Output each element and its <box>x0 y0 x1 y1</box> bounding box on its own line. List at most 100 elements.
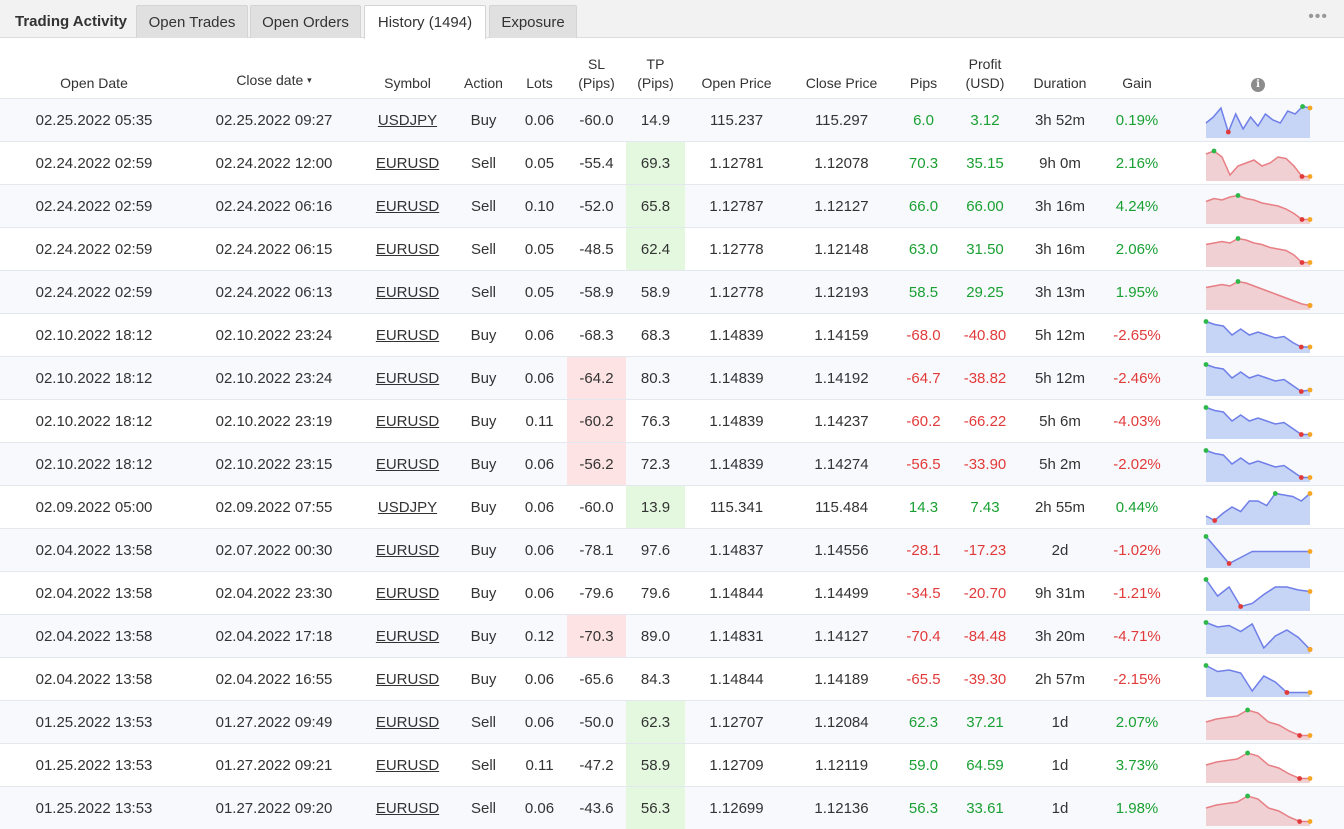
col-symbol[interactable]: Symbol <box>360 38 455 99</box>
symbol-link[interactable]: EURUSD <box>376 241 439 258</box>
symbol-link[interactable]: EURUSD <box>376 370 439 387</box>
close-point-marker <box>1308 690 1313 695</box>
open-date-cell: 02.09.2022 05:00 <box>0 486 188 529</box>
symbol-cell: USDJPY <box>360 99 455 142</box>
col-profit[interactable]: Profit(USD) <box>952 38 1018 99</box>
symbol-link[interactable]: EURUSD <box>376 671 439 688</box>
col-close-price[interactable]: Close Price <box>788 38 895 99</box>
tp-cell: 69.3 <box>626 142 685 185</box>
symbol-link[interactable]: EURUSD <box>376 456 439 473</box>
action-cell: Buy <box>455 400 512 443</box>
col-close-date[interactable]: Close date ▾ <box>188 38 360 99</box>
tab-open-trades[interactable]: Open Trades <box>136 5 248 38</box>
close-date-cell: 02.25.2022 09:27 <box>188 99 360 142</box>
symbol-link[interactable]: EURUSD <box>376 757 439 774</box>
trade-chart-cell <box>1172 787 1344 829</box>
col-sl[interactable]: SL(Pips) <box>567 38 626 99</box>
symbol-link[interactable]: EURUSD <box>376 155 439 172</box>
col-open-price[interactable]: Open Price <box>685 38 788 99</box>
tab-history[interactable]: History (1494) <box>364 5 486 39</box>
close-price-cell: 1.14237 <box>788 400 895 443</box>
symbol-cell: EURUSD <box>360 529 455 572</box>
symbol-link[interactable]: EURUSD <box>376 413 439 430</box>
symbol-link[interactable]: EURUSD <box>376 542 439 559</box>
lots-cell: 0.06 <box>512 529 567 572</box>
tp-cell: 97.6 <box>626 529 685 572</box>
symbol-link[interactable]: EURUSD <box>376 714 439 731</box>
close-date-cell: 02.07.2022 00:30 <box>188 529 360 572</box>
tab-exposure[interactable]: Exposure <box>489 5 577 38</box>
trade-sparkline <box>1203 532 1313 568</box>
symbol-link[interactable]: EURUSD <box>376 585 439 602</box>
col-duration[interactable]: Duration <box>1018 38 1102 99</box>
trade-sparkline <box>1203 661 1313 697</box>
trade-sparkline <box>1203 403 1313 439</box>
low-point-marker <box>1212 518 1217 523</box>
col-tp[interactable]: TP(Pips) <box>626 38 685 99</box>
tp-cell: 13.9 <box>626 486 685 529</box>
symbol-link[interactable]: EURUSD <box>376 284 439 301</box>
lots-cell: 0.06 <box>512 658 567 701</box>
col-action[interactable]: Action <box>455 38 512 99</box>
gain-cell: 1.95% <box>1102 271 1172 314</box>
duration-cell: 1d <box>1018 787 1102 829</box>
close-price-cell: 1.12148 <box>788 228 895 271</box>
open-price-cell: 1.14839 <box>685 443 788 486</box>
gain-cell: 2.16% <box>1102 142 1172 185</box>
lots-cell: 0.06 <box>512 572 567 615</box>
col-open-date[interactable]: Open Date <box>0 38 188 99</box>
lots-cell: 0.05 <box>512 142 567 185</box>
sl-cell: -56.2 <box>567 443 626 486</box>
pips-cell: 66.0 <box>895 185 952 228</box>
sl-cell: -47.2 <box>567 744 626 787</box>
info-icon[interactable]: i <box>1251 78 1265 92</box>
low-point-marker <box>1285 690 1290 695</box>
lots-cell: 0.06 <box>512 357 567 400</box>
symbol-link[interactable]: EURUSD <box>376 327 439 344</box>
col-lots[interactable]: Lots <box>512 38 567 99</box>
close-point-marker <box>1308 303 1313 308</box>
duration-cell: 1d <box>1018 744 1102 787</box>
action-cell: Buy <box>455 486 512 529</box>
pips-cell: 59.0 <box>895 744 952 787</box>
more-options-icon[interactable]: ••• <box>1308 8 1328 26</box>
sl-cell: -52.0 <box>567 185 626 228</box>
open-date-cell: 02.24.2022 02:59 <box>0 271 188 314</box>
sl-cell: -79.6 <box>567 572 626 615</box>
close-date-cell: 02.10.2022 23:19 <box>188 400 360 443</box>
tab-open-orders[interactable]: Open Orders <box>250 5 361 38</box>
col-pips[interactable]: Pips <box>895 38 952 99</box>
low-point-marker <box>1299 389 1304 394</box>
gain-cell: 2.06% <box>1102 228 1172 271</box>
sl-cell: -78.1 <box>567 529 626 572</box>
symbol-link[interactable]: USDJPY <box>378 499 437 516</box>
col-gain[interactable]: Gain <box>1102 38 1172 99</box>
symbol-link[interactable]: EURUSD <box>376 198 439 215</box>
symbol-link[interactable]: EURUSD <box>376 628 439 645</box>
high-point-marker <box>1300 104 1305 109</box>
col-chart: i <box>1172 38 1344 99</box>
trade-sparkline <box>1203 446 1313 482</box>
action-cell: Sell <box>455 185 512 228</box>
lots-cell: 0.06 <box>512 314 567 357</box>
symbol-link[interactable]: USDJPY <box>378 112 437 129</box>
pips-cell: -56.5 <box>895 443 952 486</box>
gain-cell: 3.73% <box>1102 744 1172 787</box>
